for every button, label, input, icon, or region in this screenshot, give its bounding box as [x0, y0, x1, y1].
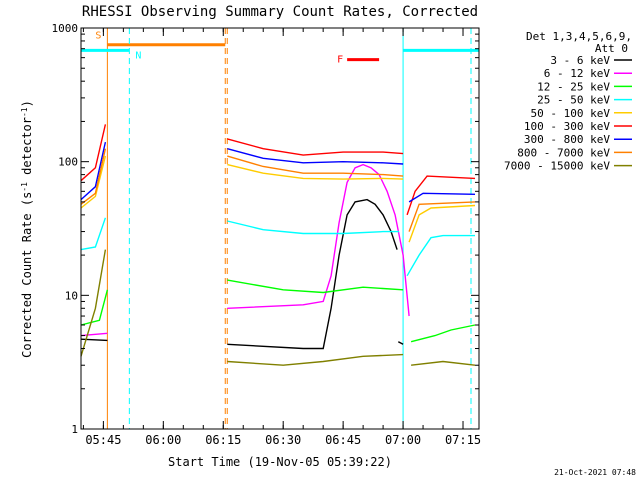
legend-label-2: 12 - 25 keV — [537, 80, 610, 93]
x-tick-label: 06:45 — [325, 433, 361, 447]
legend-header-detectors: Det 1,3,4,5,6,9, — [526, 30, 632, 43]
series-line-0-2 — [397, 341, 404, 345]
annotation-label-S: S — [95, 31, 101, 42]
series-line-6-2 — [408, 192, 476, 203]
y-axis-label-main: Corrected Count Rate (s — [20, 192, 34, 358]
x-tick-label: 05:45 — [85, 433, 121, 447]
series-line-0-1 — [227, 198, 398, 350]
x-tick-label: 06:15 — [205, 433, 241, 447]
y-axis-label: Corrected Count Rate (s-1 detector-1) — [20, 100, 35, 358]
legend-label-1: 6 - 12 keV — [544, 67, 611, 80]
series-line-4-2 — [408, 204, 476, 243]
x-tick-label: 07:00 — [385, 433, 421, 447]
series-line-7-0 — [80, 148, 107, 205]
y-axis-label-mid: detector — [20, 117, 34, 182]
series-line-2-2 — [410, 324, 476, 343]
series-line-5-1 — [227, 138, 404, 156]
series-line-1-0 — [80, 332, 108, 337]
legend-label-4: 50 - 100 keV — [531, 107, 611, 120]
series-line-2-0 — [80, 289, 109, 326]
y-axis-label-sup1: -1 — [20, 182, 29, 192]
annotation-label-N: N — [135, 50, 141, 61]
series-line-8-0 — [80, 249, 107, 357]
x-tick-label: 07:15 — [445, 433, 481, 447]
annotation-label-F: F — [337, 55, 343, 66]
series-line-0-0 — [80, 338, 108, 342]
legend-label-8: 7000 - 15000 keV — [504, 160, 610, 173]
series-line-8-1 — [227, 353, 404, 366]
series-line-3-0 — [80, 217, 107, 251]
series-line-8-2 — [411, 360, 476, 366]
legend-label-0: 3 - 6 keV — [550, 54, 610, 67]
series-line-4-1 — [227, 163, 404, 180]
legend-header-attenuator: Att 0 — [595, 42, 628, 55]
plot-area: S N F 1 10 100 1000 05:45 06:00 06:15 06:30 06:45 07… — [52, 22, 482, 447]
series-line-3-1 — [227, 220, 400, 235]
series-line-6-1 — [227, 148, 404, 165]
y-tick-label: 1 — [71, 423, 78, 436]
x-tick-label: 06:00 — [145, 433, 181, 447]
y-tick-label: 100 — [58, 156, 78, 169]
x-axis-label: Start Time (19-Nov-05 05:39:22) — [168, 455, 392, 469]
legend-label-6: 300 - 800 keV — [524, 133, 610, 146]
chart-title: RHESSI Observing Summary Count Rates, Co… — [82, 4, 478, 20]
series-line-7-2 — [408, 201, 476, 232]
series-line-5-2 — [406, 175, 476, 216]
y-axis-label-end: ) — [20, 100, 34, 107]
series-line-5-0 — [80, 124, 107, 182]
legend-label-5: 100 - 300 keV — [524, 120, 610, 133]
y-tick-label: 1000 — [52, 22, 79, 35]
series-line-7-1 — [227, 155, 404, 177]
series-line-2-1 — [227, 279, 404, 294]
series-line-4-0 — [80, 155, 107, 209]
y-axis-label-sup2: -1 — [20, 107, 29, 117]
y-tick-label: 10 — [65, 289, 78, 302]
timestamp: 21-Oct-2021 07:48 — [554, 468, 636, 477]
legend-label-7: 800 - 7000 keV — [517, 146, 610, 159]
series-line-6-0 — [80, 141, 107, 201]
x-tick-label: 06:30 — [265, 433, 301, 447]
legend-label-3: 25 - 50 keV — [537, 94, 610, 107]
plot-frame — [80, 27, 480, 430]
series-line-1-1 — [227, 163, 410, 317]
series-line-3-2 — [406, 234, 475, 277]
